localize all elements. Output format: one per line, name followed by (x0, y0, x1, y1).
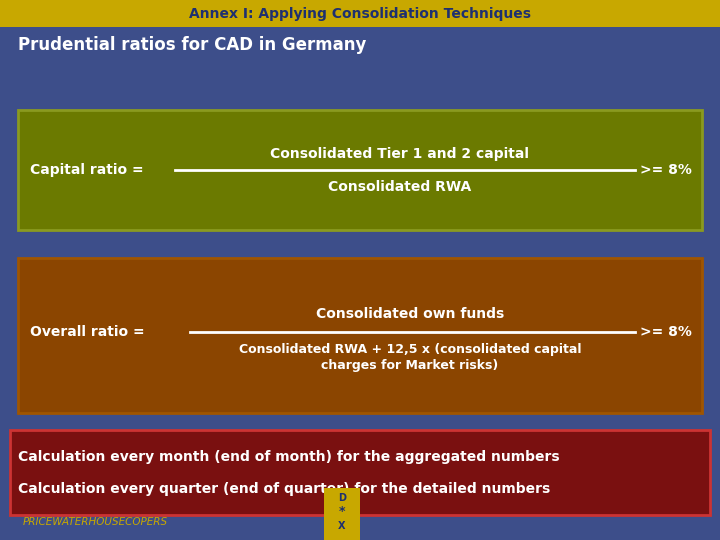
Text: >= 8%: >= 8% (640, 326, 692, 340)
FancyBboxPatch shape (10, 430, 710, 515)
Text: Annex I: Applying Consolidation Techniques: Annex I: Applying Consolidation Techniqu… (189, 7, 531, 21)
Text: D: D (338, 493, 346, 503)
FancyBboxPatch shape (18, 258, 702, 413)
Text: *: * (338, 505, 346, 518)
Text: Consolidated RWA + 12,5 x (consolidated capital: Consolidated RWA + 12,5 x (consolidated … (239, 343, 581, 356)
Text: Prudential ratios for CAD in Germany: Prudential ratios for CAD in Germany (18, 36, 366, 54)
Text: X: X (338, 521, 346, 531)
Text: Capital ratio =: Capital ratio = (30, 163, 143, 177)
Text: >= 8%: >= 8% (640, 163, 692, 177)
Text: PRICEWATERHOUSECOPERS: PRICEWATERHOUSECOPERS (23, 517, 168, 527)
Text: Consolidated Tier 1 and 2 capital: Consolidated Tier 1 and 2 capital (271, 147, 529, 161)
Text: Calculation every quarter (end of quarter) for the detailed numbers: Calculation every quarter (end of quarte… (18, 483, 550, 496)
Text: Calculation every month (end of month) for the aggregated numbers: Calculation every month (end of month) f… (18, 450, 559, 464)
FancyBboxPatch shape (18, 110, 702, 230)
Text: Consolidated RWA: Consolidated RWA (328, 180, 472, 194)
Text: Overall ratio =: Overall ratio = (30, 326, 145, 340)
FancyBboxPatch shape (0, 0, 720, 27)
Text: Consolidated own funds: Consolidated own funds (316, 307, 504, 321)
FancyBboxPatch shape (324, 488, 360, 540)
Text: charges for Market risks): charges for Market risks) (321, 359, 499, 372)
